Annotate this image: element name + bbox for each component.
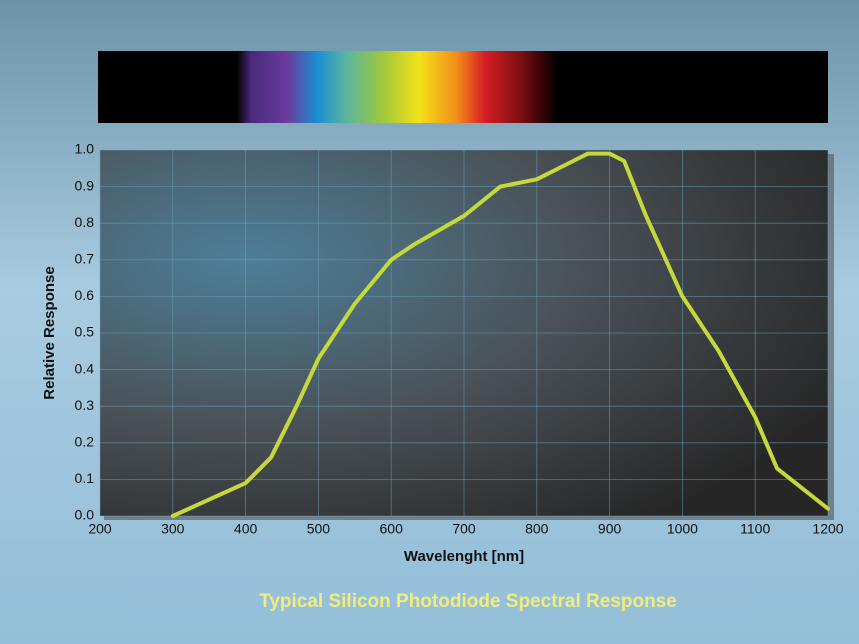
y-tick-label: 0.6 xyxy=(75,287,95,303)
x-tick-label: 800 xyxy=(525,521,549,537)
y-tick-label: 1.0 xyxy=(75,141,95,157)
y-tick-label: 0.8 xyxy=(75,214,95,230)
x-tick-label: 700 xyxy=(452,521,476,537)
x-tick-label: 200 xyxy=(88,521,112,537)
y-tick-label: 0.7 xyxy=(75,251,95,267)
chart-title: Typical Silicon Photodiode Spectral Resp… xyxy=(259,591,677,612)
y-tick-label: 0.1 xyxy=(75,470,95,486)
x-tick-label: 500 xyxy=(307,521,331,537)
x-tick-label: 1200 xyxy=(812,521,843,537)
y-tick-label: 0.5 xyxy=(75,324,95,340)
x-tick-label: 1000 xyxy=(667,521,698,537)
y-axis-label: Relative Response xyxy=(41,266,58,399)
x-tick-label: 1100 xyxy=(740,521,770,537)
y-tick-label: 0.3 xyxy=(75,397,95,413)
x-tick-label: 600 xyxy=(380,521,404,537)
y-tick-label: 0.2 xyxy=(75,434,95,450)
line xyxy=(170,151,830,518)
x-tick-label: 900 xyxy=(598,521,622,537)
x-axis-label: Wavelenght [nm] xyxy=(404,548,524,565)
spectrum-bar xyxy=(98,51,828,123)
y-tick-label: 0.9 xyxy=(75,177,95,193)
y-tick-label: 0.0 xyxy=(75,507,95,523)
x-tick-label: 300 xyxy=(161,521,185,537)
x-tick-label: 400 xyxy=(234,521,258,537)
y-tick-label: 0.4 xyxy=(75,360,95,376)
